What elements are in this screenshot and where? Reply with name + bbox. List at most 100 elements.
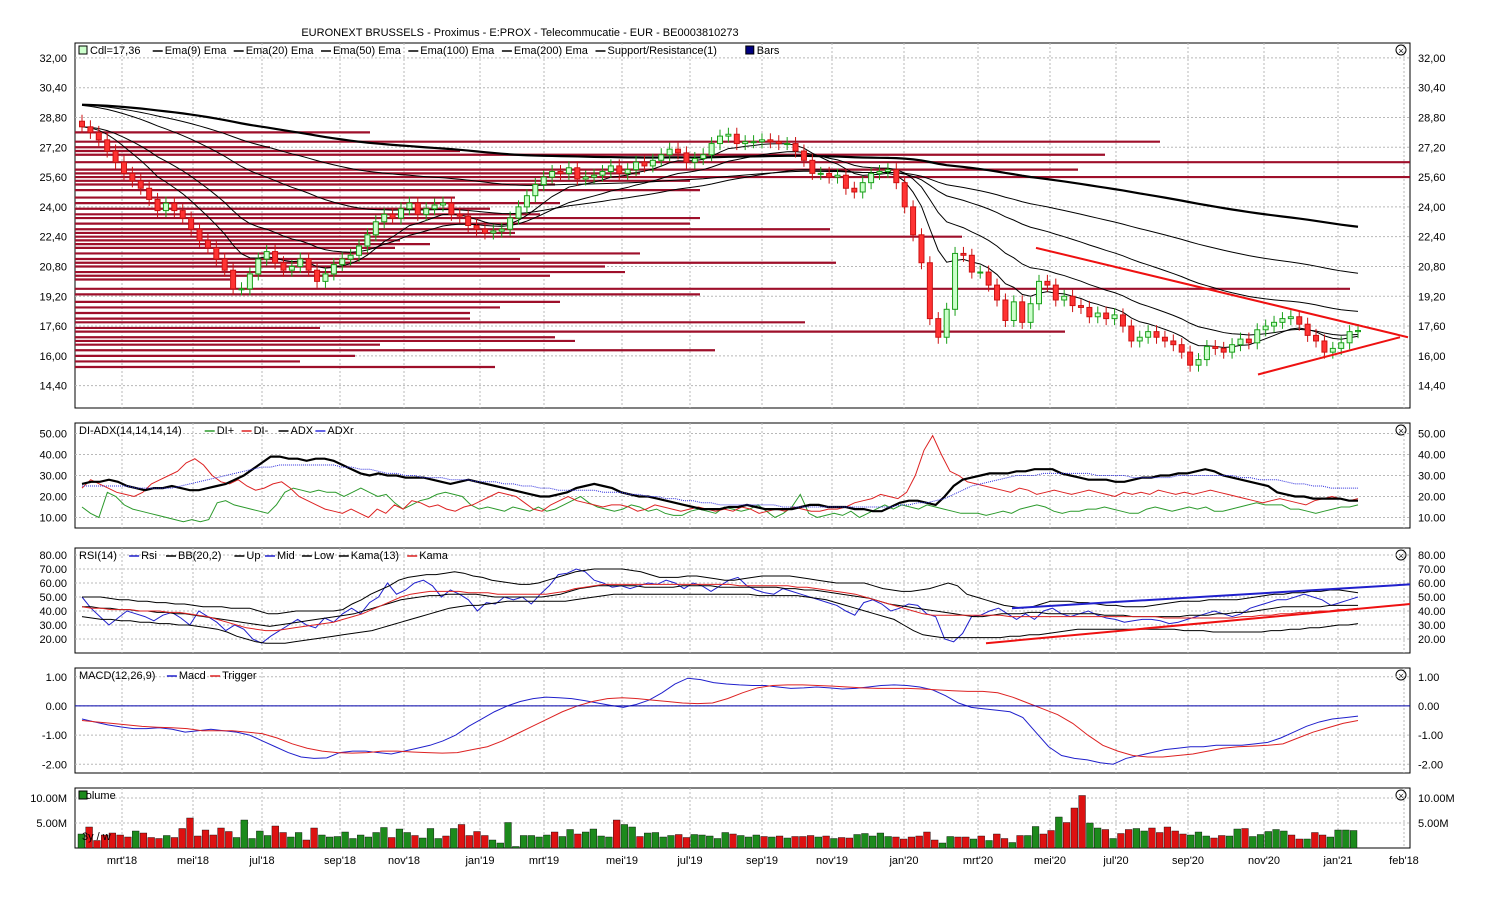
- x-tick-label: jan'20: [888, 855, 918, 867]
- volume-bar: [201, 829, 210, 849]
- volume-bar: [783, 837, 791, 849]
- candle-body: [490, 230, 497, 234]
- candle-body: [423, 208, 430, 215]
- volume-bar: [1086, 822, 1094, 849]
- volume-bar: [915, 835, 923, 849]
- legend-entry: Bars: [757, 45, 780, 57]
- volume-bar: [1008, 842, 1016, 849]
- candle-body: [146, 187, 153, 200]
- volume-bar: [706, 835, 714, 849]
- volume-bar: [357, 834, 365, 849]
- candle-body: [398, 208, 404, 219]
- candle-body: [1195, 359, 1202, 366]
- legend-entry: Ema(20) Ema: [246, 45, 315, 57]
- volume-bar: [1163, 826, 1172, 849]
- volume-bar: [582, 831, 590, 849]
- candle-body: [297, 258, 304, 267]
- candle-body: [196, 228, 203, 241]
- candle-body: [557, 170, 564, 174]
- x-tick-label: mrt'18: [107, 855, 137, 867]
- ema-9-line: [81, 126, 1359, 348]
- y-tick-label-left: 40.00: [39, 606, 67, 618]
- y-tick-label-right: 40.00: [1418, 450, 1446, 462]
- candle-body: [448, 202, 455, 215]
- y-tick-label-left: 10.00: [39, 513, 67, 525]
- candle-body: [784, 143, 791, 146]
- volume-bar: [1342, 829, 1350, 849]
- volume-bar: [1311, 832, 1319, 849]
- volume-bar: [364, 836, 372, 849]
- volume-bar: [124, 836, 132, 849]
- candle-body: [330, 264, 337, 275]
- candle-body: [356, 245, 363, 256]
- candle-body: [465, 215, 472, 227]
- volume-bar: [675, 834, 683, 849]
- volume-bar: [372, 832, 380, 849]
- y-tick-label-left: 19,20: [39, 291, 67, 303]
- volume-bar: [620, 824, 628, 849]
- volume-bar: [822, 835, 830, 849]
- volume-bar: [737, 835, 745, 849]
- volume-bar: [1016, 835, 1024, 849]
- volume-bar: [729, 833, 737, 849]
- volume-overlay-label: 3y / w: [82, 831, 111, 843]
- volume-bar: [426, 828, 435, 849]
- candle-body: [1321, 340, 1328, 353]
- volume-bar: [644, 832, 652, 849]
- y-tick-label-left: 80.00: [39, 550, 67, 562]
- candle-body: [616, 165, 623, 174]
- candle-body: [364, 234, 371, 247]
- candle-body: [389, 213, 396, 219]
- volume-bar: [613, 819, 621, 849]
- x-tick-label: sep'18: [324, 855, 356, 867]
- candle-body: [322, 273, 329, 282]
- volume-bar: [1202, 835, 1210, 849]
- candle-body: [305, 258, 312, 271]
- volume-bar: [698, 834, 706, 849]
- volume-bar: [248, 838, 256, 849]
- legend-entry: Low: [314, 550, 334, 562]
- x-tick-label: nov'20: [1248, 855, 1280, 867]
- candle-body: [851, 187, 858, 193]
- candle-body: [800, 150, 807, 161]
- legend-entry: DI-ADX(14,14,14,14): [79, 425, 182, 437]
- volume-bar: [457, 824, 466, 849]
- candle-body: [826, 172, 833, 178]
- y-tick-label-right: 1.00: [1418, 672, 1439, 684]
- legend-entry: Ema(50) Ema: [333, 45, 402, 57]
- candle-body: [1136, 336, 1143, 342]
- volume-bar: [814, 836, 822, 849]
- volume-bar: [1319, 834, 1327, 849]
- volume-bar: [884, 836, 892, 849]
- volume-bar: [116, 834, 124, 849]
- candle-body: [238, 288, 245, 291]
- candle-body: [1338, 342, 1345, 349]
- y-tick-label-right: 5.00M: [1418, 818, 1449, 830]
- candle-body: [1355, 330, 1361, 333]
- ema-100-line: [81, 104, 1359, 274]
- candle-body: [481, 228, 488, 234]
- candle-body: [910, 206, 917, 236]
- legend-entry: RSI(14): [79, 550, 117, 562]
- y-tick-label-right: 32,00: [1418, 53, 1446, 65]
- series-up-line: [82, 568, 1359, 615]
- candle-body: [565, 167, 572, 174]
- legend-entry: Kama(13): [351, 550, 399, 562]
- volume-bar: [1218, 835, 1226, 849]
- y-tick-label-left: 24,00: [39, 202, 67, 214]
- volume-bar: [132, 830, 140, 849]
- series-trigger-line: [81, 684, 1359, 758]
- candle-body: [204, 239, 211, 249]
- volume-bar: [1334, 829, 1342, 849]
- candle-body: [767, 139, 774, 143]
- candle-body: [549, 170, 556, 178]
- volume-bar: [1210, 837, 1218, 849]
- candle-body: [414, 202, 421, 215]
- candle-body: [960, 252, 967, 256]
- x-tick-label: jan'21: [1322, 855, 1352, 867]
- volume-bar: [535, 836, 543, 849]
- volume-bar: [1125, 829, 1133, 849]
- candle-body: [884, 169, 891, 172]
- volume-bar: [388, 837, 396, 849]
- legend-entry: DI+: [217, 425, 234, 437]
